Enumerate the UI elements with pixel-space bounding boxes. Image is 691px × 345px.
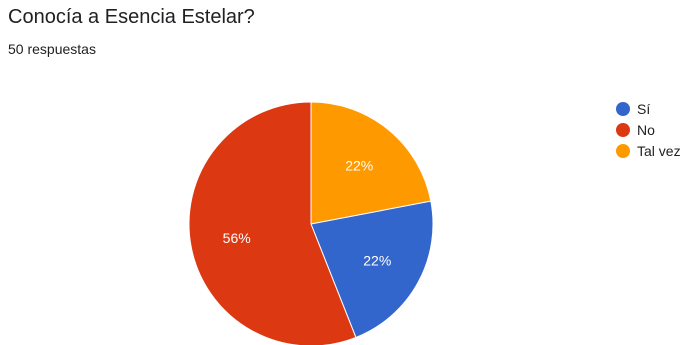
legend-item-no[interactable]: No [616,120,681,140]
legend-swatch [616,102,630,116]
pie-slice-si-label: 22% [363,252,391,268]
legend-item-si[interactable]: Sí [616,99,681,119]
legend-item-tal-vez[interactable]: Tal vez [616,141,681,161]
response-count: 50 respuestas [8,41,96,57]
pie-slice-no[interactable] [188,101,357,345]
pie-slice-no-label: 56% [223,230,251,246]
legend-label: Sí [637,101,651,117]
pie-slice-si[interactable] [310,200,434,339]
legend-swatch [616,123,630,137]
legend-label: No [637,122,655,138]
legend-label: Tal vez [637,143,681,159]
legend-swatch [616,144,630,158]
chart-legend: Sí No Tal vez [616,99,681,162]
chart-title: Conocía a Esencia Estelar? [8,6,255,28]
pie-slice-tal-vez-label: 22% [345,158,373,174]
pie-slice-tal-vez[interactable] [310,101,432,225]
